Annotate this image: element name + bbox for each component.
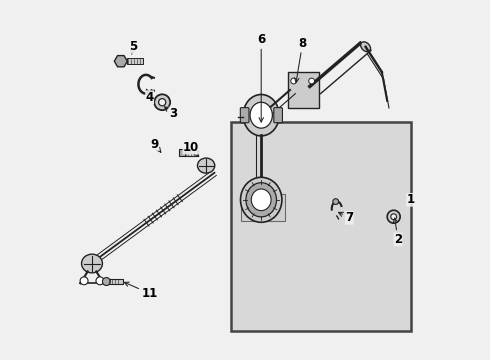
Text: 1: 1	[407, 193, 415, 206]
Circle shape	[309, 78, 315, 84]
Circle shape	[159, 99, 166, 106]
Ellipse shape	[246, 183, 276, 217]
Circle shape	[102, 278, 110, 285]
Bar	[242, 194, 285, 221]
Circle shape	[387, 210, 400, 223]
FancyBboxPatch shape	[240, 108, 249, 123]
Bar	[288, 72, 319, 108]
Text: 5: 5	[129, 40, 138, 54]
Bar	[184, 150, 198, 156]
Text: 8: 8	[294, 37, 307, 82]
Ellipse shape	[197, 158, 215, 173]
Text: 3: 3	[165, 107, 177, 120]
Text: 9: 9	[150, 138, 161, 152]
Ellipse shape	[241, 177, 282, 222]
Text: 7: 7	[339, 211, 353, 224]
FancyBboxPatch shape	[274, 108, 282, 123]
Circle shape	[291, 78, 296, 84]
Circle shape	[391, 214, 396, 220]
Bar	[126, 58, 143, 64]
Circle shape	[80, 277, 88, 285]
Ellipse shape	[81, 254, 102, 273]
Circle shape	[96, 277, 104, 285]
Text: 2: 2	[393, 218, 402, 246]
Ellipse shape	[251, 189, 271, 211]
Bar	[179, 149, 185, 156]
Ellipse shape	[250, 102, 272, 128]
Text: 11: 11	[124, 282, 158, 300]
Text: 10: 10	[183, 141, 199, 157]
Bar	[231, 122, 411, 331]
Bar	[106, 279, 122, 284]
Text: 6: 6	[257, 33, 265, 122]
Circle shape	[333, 199, 339, 204]
Circle shape	[154, 94, 170, 110]
Text: 4: 4	[146, 89, 154, 104]
Ellipse shape	[361, 42, 370, 52]
Ellipse shape	[243, 94, 279, 136]
